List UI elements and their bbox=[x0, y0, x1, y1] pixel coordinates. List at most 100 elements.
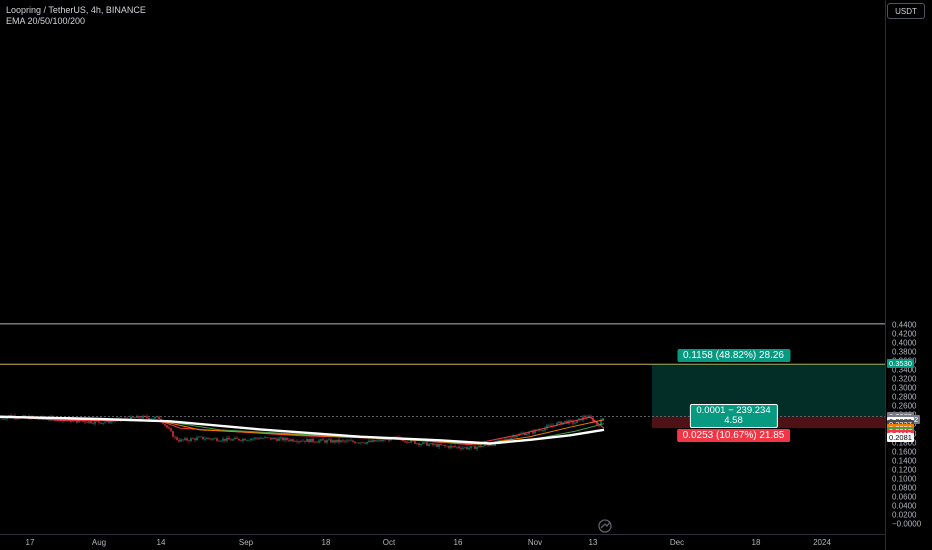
candle-body bbox=[108, 419, 110, 423]
candle-body bbox=[532, 430, 534, 434]
candle-body bbox=[504, 438, 506, 440]
price-axis[interactable]: 0.44000.42000.40000.38000.36000.34000.32… bbox=[885, 0, 932, 550]
candle-body bbox=[194, 438, 196, 441]
candle-body bbox=[578, 418, 580, 421]
candle-body bbox=[354, 441, 356, 444]
candle-body bbox=[394, 436, 396, 438]
candle-body bbox=[166, 425, 168, 428]
candle-body bbox=[200, 436, 202, 438]
candle-body bbox=[502, 439, 504, 441]
candle-body bbox=[210, 438, 212, 440]
candle-body bbox=[64, 419, 66, 421]
symbol-title[interactable]: Loopring / TetherUS, 4h, BINANCE bbox=[6, 5, 146, 15]
candle-body bbox=[362, 442, 364, 444]
time-axis[interactable]: 17 Aug 14 Sep 18 Oct 16 Nov 13 Dec 18 2024 bbox=[0, 534, 885, 550]
candle-body bbox=[240, 440, 242, 441]
candle-body bbox=[86, 422, 88, 423]
candle-body bbox=[558, 421, 560, 423]
candle-body bbox=[364, 443, 366, 444]
candle-body bbox=[158, 416, 160, 420]
candle-body bbox=[460, 447, 462, 449]
candle-body bbox=[248, 440, 250, 441]
candle-body bbox=[134, 417, 136, 419]
candle-body bbox=[492, 445, 494, 446]
candle-body bbox=[324, 440, 326, 443]
candle-body bbox=[424, 442, 426, 443]
candle-body bbox=[326, 440, 328, 443]
candle-body bbox=[328, 439, 330, 441]
candle-body bbox=[304, 440, 306, 442]
candle-body bbox=[526, 434, 528, 436]
candle-body bbox=[206, 438, 208, 439]
candle-body bbox=[110, 420, 112, 423]
chart-svg[interactable] bbox=[0, 0, 885, 534]
price-tick: 0.2600 bbox=[892, 401, 917, 411]
candle-body bbox=[272, 437, 274, 440]
candle-body bbox=[290, 439, 292, 441]
candle-body bbox=[140, 417, 142, 419]
time-tick: Aug bbox=[91, 538, 107, 547]
candle-body bbox=[98, 421, 100, 423]
time-tick: 18 bbox=[751, 538, 761, 547]
candle-body bbox=[560, 421, 562, 425]
candle-body bbox=[474, 445, 476, 449]
candle-body bbox=[90, 421, 92, 424]
candle-body bbox=[212, 438, 214, 440]
candle-body bbox=[202, 436, 204, 440]
candle-body bbox=[246, 440, 248, 441]
candle-body bbox=[556, 422, 558, 426]
price-tick: 0.2800 bbox=[892, 392, 917, 402]
candle-body bbox=[168, 427, 170, 429]
candle-body bbox=[282, 437, 284, 441]
candle-body bbox=[184, 438, 186, 441]
candle-body bbox=[190, 438, 192, 441]
candle-body bbox=[410, 440, 412, 443]
candle-body bbox=[422, 442, 424, 445]
candle-body bbox=[310, 438, 312, 443]
candle-body bbox=[402, 439, 404, 442]
candle-body bbox=[388, 438, 390, 441]
candle-body bbox=[132, 416, 134, 418]
candle-body bbox=[286, 437, 288, 440]
candle-body bbox=[242, 438, 244, 441]
candle-body bbox=[572, 420, 574, 424]
candle-body bbox=[458, 446, 460, 448]
candle-body bbox=[258, 438, 260, 439]
candle-body bbox=[152, 418, 154, 420]
candle-body bbox=[472, 445, 474, 447]
target-label: 0.1158 (48.82%) 28.26 bbox=[676, 349, 791, 363]
candle-body bbox=[274, 437, 276, 439]
candle-body bbox=[216, 438, 218, 441]
candle-body bbox=[214, 438, 216, 439]
indicator-label[interactable]: EMA 20/50/100/200 bbox=[6, 16, 86, 26]
candle-body bbox=[480, 445, 482, 447]
candle-body bbox=[540, 430, 542, 431]
candle-body bbox=[262, 438, 264, 439]
candle-body bbox=[198, 436, 200, 438]
candle-body bbox=[444, 445, 446, 446]
candle-body bbox=[512, 436, 514, 438]
candle-body bbox=[438, 443, 440, 447]
candle-body bbox=[434, 444, 436, 445]
candle-body bbox=[320, 439, 322, 441]
time-tick: Nov bbox=[527, 538, 543, 547]
candle-body bbox=[500, 439, 502, 441]
candle-body bbox=[220, 440, 222, 442]
candle-body bbox=[468, 448, 470, 449]
candle-body bbox=[440, 443, 442, 446]
candle-body bbox=[524, 433, 526, 436]
candle-body bbox=[462, 447, 464, 449]
candle-body bbox=[356, 442, 358, 444]
candle-body bbox=[256, 437, 258, 439]
price-tick: 0.0600 bbox=[892, 492, 917, 502]
candle-body bbox=[372, 440, 374, 442]
candle-body bbox=[544, 428, 546, 431]
candle-body bbox=[484, 444, 486, 446]
candle-body bbox=[186, 438, 188, 441]
candle-body bbox=[548, 425, 550, 427]
candle-body bbox=[542, 430, 544, 432]
price-tick: −0.0000 bbox=[892, 519, 922, 529]
chart-canvas[interactable]: Loopring / TetherUS, 4h, BINANCE EMA 20/… bbox=[0, 0, 885, 534]
candle-body bbox=[340, 440, 342, 443]
currency-button[interactable]: USDT bbox=[887, 3, 925, 19]
